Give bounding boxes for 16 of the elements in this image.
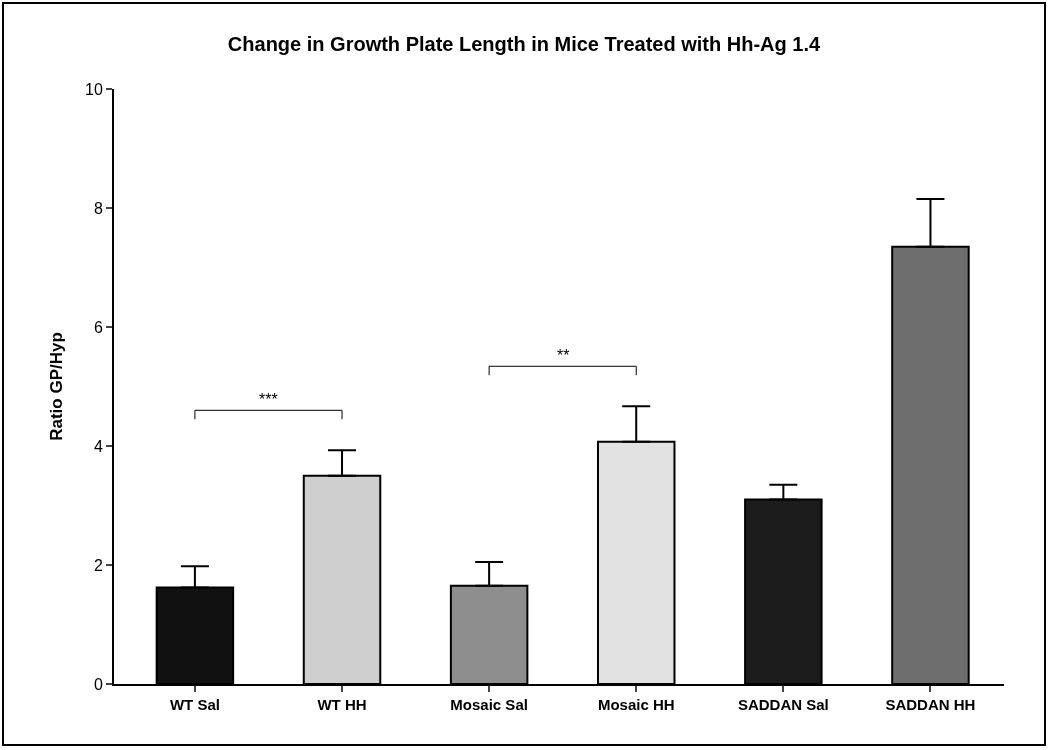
y-tick-label: 10	[85, 80, 103, 98]
x-tick-label: Mosaic Sal	[450, 696, 528, 713]
y-tick-label: 6	[93, 318, 103, 336]
y-tick-label: 8	[93, 199, 103, 217]
y-tick-label: 0	[93, 675, 103, 693]
x-tick-label: WT Sal	[169, 696, 220, 713]
x-tick-label: Mosaic HH	[597, 696, 675, 713]
y-axis-title: Ratio GP/Hyp	[47, 332, 67, 441]
annotation: ***	[259, 391, 278, 408]
annotation: **	[557, 347, 570, 364]
y-tick-label: 2	[93, 556, 103, 574]
x-tick-label: SADDAN Sal	[737, 696, 829, 713]
x-tick-label: SADDAN HH	[885, 696, 976, 713]
x-tick-label: WT HH	[317, 696, 367, 713]
chart-title: Change in Growth Plate Length in Mice Treated with Hh-Ag 1.4	[227, 33, 822, 56]
y-tick-label: 4	[93, 437, 103, 455]
